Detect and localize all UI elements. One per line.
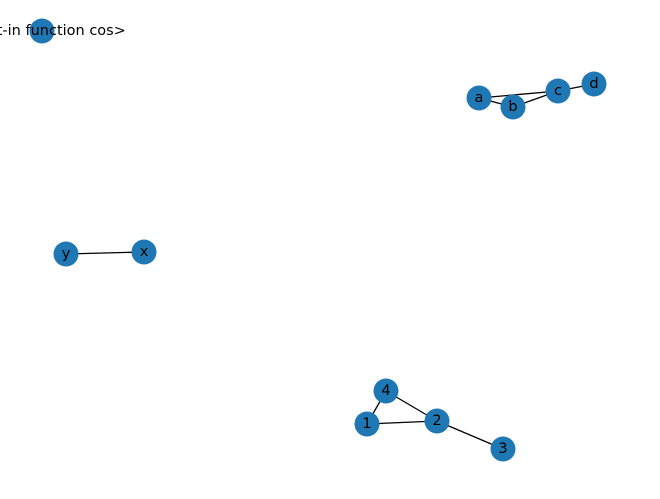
node-x — [131, 239, 157, 265]
node-a — [466, 85, 492, 111]
node-label-b: b — [508, 99, 517, 115]
node-4 — [373, 378, 399, 404]
node-label-d: d — [589, 76, 598, 92]
node-b — [500, 94, 526, 120]
edge-a-c — [478, 90, 559, 99]
nodes-layer — [29, 18, 607, 462]
node-label-1: 1 — [362, 416, 371, 432]
edge-y-x — [65, 251, 145, 255]
node-2 — [424, 408, 450, 434]
edges-layer — [65, 83, 595, 450]
node-label-3: 3 — [498, 441, 507, 457]
node-d — [581, 71, 607, 97]
node-1 — [354, 411, 380, 437]
node-label-y: y — [62, 246, 71, 262]
node-cos — [29, 18, 55, 44]
labels-layer: <built-in function cos> a b c d y x 4 1 2 3 — [0, 23, 599, 457]
node-label-2: 2 — [432, 413, 441, 429]
node-label-c: c — [554, 83, 562, 99]
node-c — [545, 78, 571, 104]
node-3 — [490, 436, 516, 462]
node-label-cos: <built-in function cos> — [0, 23, 126, 39]
node-label-a: a — [475, 90, 484, 106]
node-label-x: x — [140, 244, 149, 260]
node-y — [53, 241, 79, 267]
node-label-4: 4 — [381, 383, 390, 399]
